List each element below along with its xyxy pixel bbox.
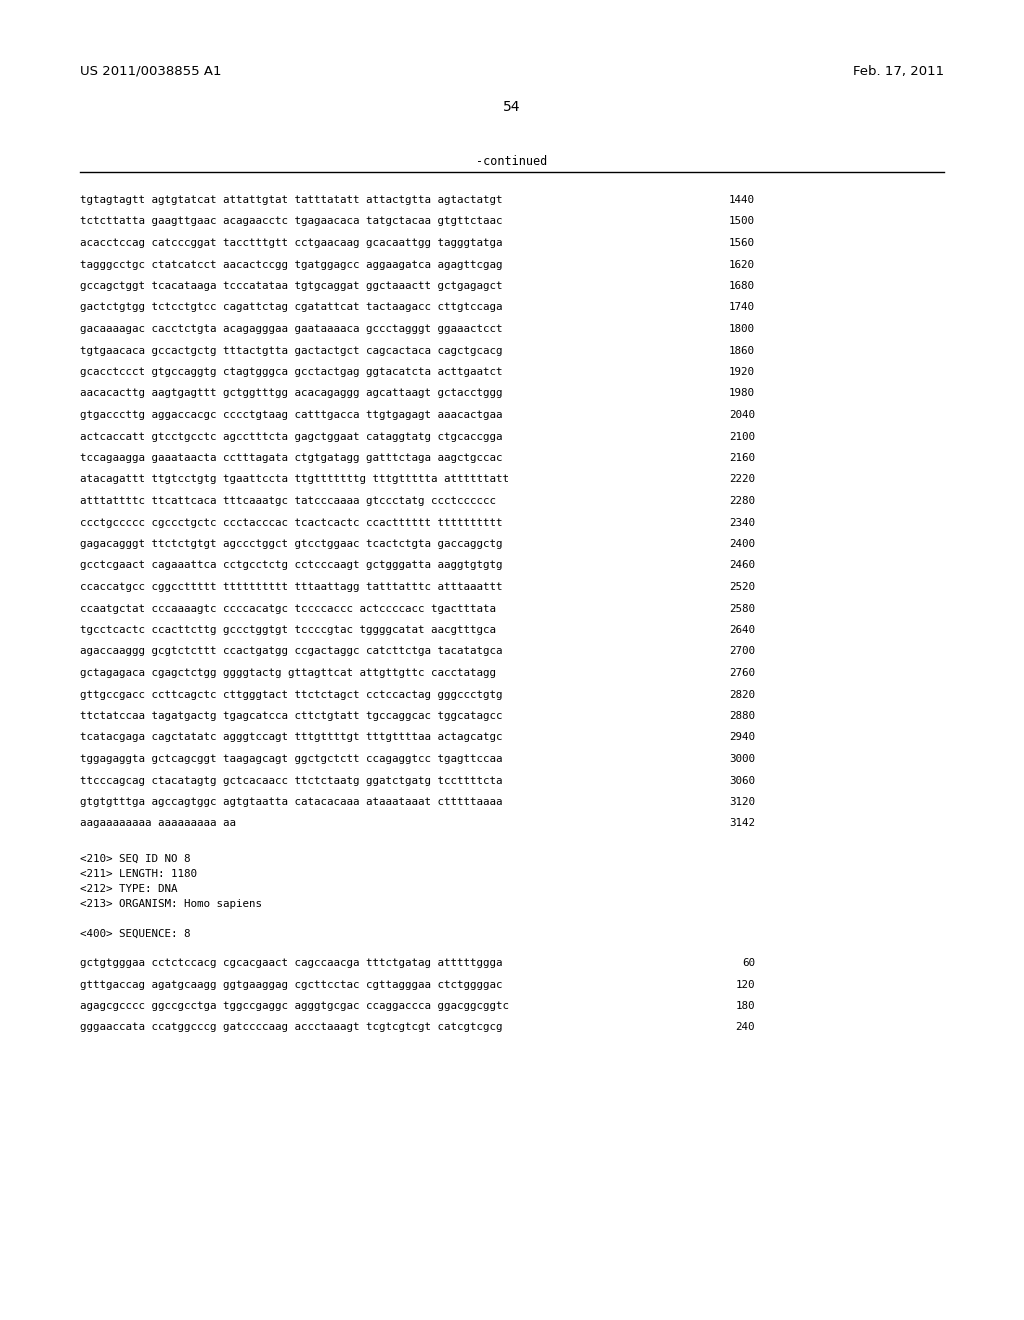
Text: 2040: 2040 [729, 411, 755, 420]
Text: gacaaaagac cacctctgta acagagggaa gaataaaaca gccctagggt ggaaactcct: gacaaaagac cacctctgta acagagggaa gaataaa… [80, 323, 503, 334]
Text: 2340: 2340 [729, 517, 755, 528]
Text: 1500: 1500 [729, 216, 755, 227]
Text: ccaatgctat cccaaaagtc ccccacatgc tccccaccc actccccacc tgactttata: ccaatgctat cccaaaagtc ccccacatgc tccccac… [80, 603, 496, 614]
Text: atttattttc ttcattcaca tttcaaatgc tatcccaaaa gtccctatg ccctcccccc: atttattttc ttcattcaca tttcaaatgc tatccca… [80, 496, 496, 506]
Text: 3060: 3060 [729, 776, 755, 785]
Text: ccaccatgcc cggccttttt tttttttttt tttaattagg tatttatttc atttaaattt: ccaccatgcc cggccttttt tttttttttt tttaatt… [80, 582, 503, 591]
Text: aacacacttg aagtgagttt gctggtttgg acacagaggg agcattaagt gctacctggg: aacacacttg aagtgagttt gctggtttgg acacaga… [80, 388, 503, 399]
Text: 1560: 1560 [729, 238, 755, 248]
Text: gggaaccata ccatggcccg gatccccaag accctaaagt tcgtcgtcgt catcgtcgcg: gggaaccata ccatggcccg gatccccaag accctaa… [80, 1023, 503, 1032]
Text: gctgtgggaa cctctccacg cgcacgaact cagccaacga tttctgatag atttttggga: gctgtgggaa cctctccacg cgcacgaact cagccaa… [80, 958, 503, 968]
Text: gctagagaca cgagctctgg ggggtactg gttagttcat attgttgttc cacctatagg: gctagagaca cgagctctgg ggggtactg gttagttc… [80, 668, 496, 678]
Text: 2580: 2580 [729, 603, 755, 614]
Text: gccagctggt tcacataaga tcccatataa tgtgcaggat ggctaaactt gctgagagct: gccagctggt tcacataaga tcccatataa tgtgcag… [80, 281, 503, 290]
Text: 3142: 3142 [729, 818, 755, 829]
Text: <212> TYPE: DNA: <212> TYPE: DNA [80, 884, 177, 894]
Text: 1860: 1860 [729, 346, 755, 355]
Text: <400> SEQUENCE: 8: <400> SEQUENCE: 8 [80, 929, 190, 939]
Text: agagcgcccc ggccgcctga tggccgaggc agggtgcgac ccaggaccca ggacggcggtc: agagcgcccc ggccgcctga tggccgaggc agggtgc… [80, 1001, 509, 1011]
Text: tggagaggta gctcagcggt taagagcagt ggctgctctt ccagaggtcc tgagttccaa: tggagaggta gctcagcggt taagagcagt ggctgct… [80, 754, 503, 764]
Text: 180: 180 [735, 1001, 755, 1011]
Text: 1980: 1980 [729, 388, 755, 399]
Text: gagacagggt ttctctgtgt agccctggct gtcctggaac tcactctgta gaccaggctg: gagacagggt ttctctgtgt agccctggct gtcctgg… [80, 539, 503, 549]
Text: ccctgccccc cgccctgctc ccctacccac tcactcactc ccactttttt tttttttttt: ccctgccccc cgccctgctc ccctacccac tcactca… [80, 517, 503, 528]
Text: 2100: 2100 [729, 432, 755, 441]
Text: gtttgaccag agatgcaagg ggtgaaggag cgcttcctac cgttagggaa ctctggggac: gtttgaccag agatgcaagg ggtgaaggag cgcttcc… [80, 979, 503, 990]
Text: tccagaagga gaaataacta cctttagata ctgtgatagg gatttctaga aagctgccac: tccagaagga gaaataacta cctttagata ctgtgat… [80, 453, 503, 463]
Text: 1680: 1680 [729, 281, 755, 290]
Text: Feb. 17, 2011: Feb. 17, 2011 [853, 65, 944, 78]
Text: 1440: 1440 [729, 195, 755, 205]
Text: 1920: 1920 [729, 367, 755, 378]
Text: 2700: 2700 [729, 647, 755, 656]
Text: 3000: 3000 [729, 754, 755, 764]
Text: 1800: 1800 [729, 323, 755, 334]
Text: gtgacccttg aggaccacgc cccctgtaag catttgacca ttgtgagagt aaacactgaa: gtgacccttg aggaccacgc cccctgtaag catttga… [80, 411, 503, 420]
Text: gttgccgacc ccttcagctc cttgggtact ttctctagct cctccactag gggccctgtg: gttgccgacc ccttcagctc cttgggtact ttctcta… [80, 689, 503, 700]
Text: 2940: 2940 [729, 733, 755, 742]
Text: acacctccag catcccggat tacctttgtt cctgaacaag gcacaattgg tagggtatga: acacctccag catcccggat tacctttgtt cctgaac… [80, 238, 503, 248]
Text: <210> SEQ ID NO 8: <210> SEQ ID NO 8 [80, 854, 190, 865]
Text: 2220: 2220 [729, 474, 755, 484]
Text: <211> LENGTH: 1180: <211> LENGTH: 1180 [80, 869, 197, 879]
Text: tgcctcactc ccacttcttg gccctggtgt tccccgtac tggggcatat aacgtttgca: tgcctcactc ccacttcttg gccctggtgt tccccgt… [80, 624, 496, 635]
Text: 2820: 2820 [729, 689, 755, 700]
Text: atacagattt ttgtcctgtg tgaattccta ttgtttttttg tttgttttta attttttatt: atacagattt ttgtcctgtg tgaattccta ttgtttt… [80, 474, 509, 484]
Text: agaccaaggg gcgtctcttt ccactgatgg ccgactaggc catcttctga tacatatgca: agaccaaggg gcgtctcttt ccactgatgg ccgacta… [80, 647, 503, 656]
Text: tcatacgaga cagctatatc agggtccagt tttgttttgt tttgttttaa actagcatgc: tcatacgaga cagctatatc agggtccagt tttgttt… [80, 733, 503, 742]
Text: 2520: 2520 [729, 582, 755, 591]
Text: 1620: 1620 [729, 260, 755, 269]
Text: 2460: 2460 [729, 561, 755, 570]
Text: US 2011/0038855 A1: US 2011/0038855 A1 [80, 65, 221, 78]
Text: gcacctccct gtgccaggtg ctagtgggca gcctactgag ggtacatcta acttgaatct: gcacctccct gtgccaggtg ctagtgggca gcctact… [80, 367, 503, 378]
Text: 120: 120 [735, 979, 755, 990]
Text: tagggcctgc ctatcatcct aacactccgg tgatggagcc aggaagatca agagttcgag: tagggcctgc ctatcatcct aacactccgg tgatgga… [80, 260, 503, 269]
Text: 2400: 2400 [729, 539, 755, 549]
Text: ttcccagcag ctacatagtg gctcacaacc ttctctaatg ggatctgatg tccttttcta: ttcccagcag ctacatagtg gctcacaacc ttctcta… [80, 776, 503, 785]
Text: tgtagtagtt agtgtatcat attattgtat tatttatatt attactgtta agtactatgt: tgtagtagtt agtgtatcat attattgtat tatttat… [80, 195, 503, 205]
Text: 240: 240 [735, 1023, 755, 1032]
Text: 3120: 3120 [729, 797, 755, 807]
Text: gactctgtgg tctcctgtcc cagattctag cgatattcat tactaagacc cttgtccaga: gactctgtgg tctcctgtcc cagattctag cgatatt… [80, 302, 503, 313]
Text: 2760: 2760 [729, 668, 755, 678]
Text: aagaaaaaaaa aaaaaaaaa aa: aagaaaaaaaa aaaaaaaaa aa [80, 818, 236, 829]
Text: 54: 54 [503, 100, 521, 114]
Text: 1740: 1740 [729, 302, 755, 313]
Text: actcaccatt gtcctgcctc agcctttcta gagctggaat cataggtatg ctgcaccgga: actcaccatt gtcctgcctc agcctttcta gagctgg… [80, 432, 503, 441]
Text: 2880: 2880 [729, 711, 755, 721]
Text: <213> ORGANISM: Homo sapiens: <213> ORGANISM: Homo sapiens [80, 899, 262, 909]
Text: 2640: 2640 [729, 624, 755, 635]
Text: tctcttatta gaagttgaac acagaacctc tgagaacaca tatgctacaa gtgttctaac: tctcttatta gaagttgaac acagaacctc tgagaac… [80, 216, 503, 227]
Text: -continued: -continued [476, 154, 548, 168]
Text: 2280: 2280 [729, 496, 755, 506]
Text: gtgtgtttga agccagtggc agtgtaatta catacacaaa ataaataaat ctttttaaaa: gtgtgtttga agccagtggc agtgtaatta catacac… [80, 797, 503, 807]
Text: 60: 60 [742, 958, 755, 968]
Text: ttctatccaa tagatgactg tgagcatcca cttctgtatt tgccaggcac tggcatagcc: ttctatccaa tagatgactg tgagcatcca cttctgt… [80, 711, 503, 721]
Text: gcctcgaact cagaaattca cctgcctctg cctcccaagt gctgggatta aaggtgtgtg: gcctcgaact cagaaattca cctgcctctg cctccca… [80, 561, 503, 570]
Text: tgtgaacaca gccactgctg tttactgtta gactactgct cagcactaca cagctgcacg: tgtgaacaca gccactgctg tttactgtta gactact… [80, 346, 503, 355]
Text: 2160: 2160 [729, 453, 755, 463]
